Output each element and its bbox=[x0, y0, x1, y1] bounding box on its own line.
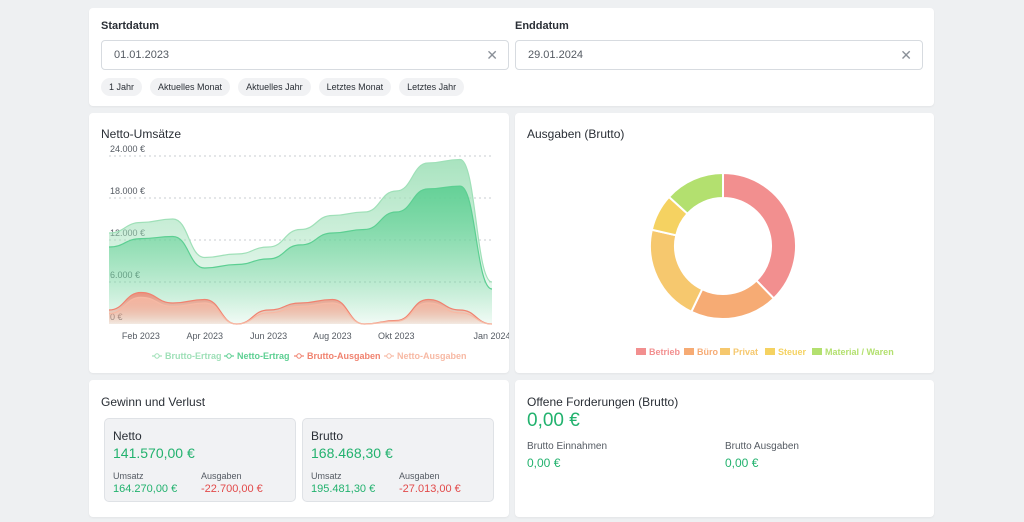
legend-item-steuer[interactable]: Steuer bbox=[765, 347, 807, 357]
legend-item-b-ro[interactable]: Büro bbox=[684, 347, 718, 357]
area-netto-ausgaben bbox=[109, 297, 492, 324]
brutto-ausgaben-label: Ausgaben bbox=[399, 471, 440, 481]
legend-label: Steuer bbox=[778, 347, 807, 357]
end-date-value[interactable]: 29.01.2024 bbox=[528, 49, 584, 61]
brutto-label: Brutto bbox=[311, 429, 344, 443]
y-tick-label: 24.000 € bbox=[110, 145, 145, 154]
legend-label: Netto-Ertrag bbox=[237, 351, 290, 361]
legend-item-brutto-ausgaben[interactable]: Brutto-Ausgaben bbox=[294, 351, 381, 361]
x-tick-label: Aug 2023 bbox=[313, 331, 352, 341]
slice-b-ro[interactable] bbox=[689, 279, 776, 320]
legend-label: Material / Waren bbox=[825, 347, 894, 357]
legend-item-betrieb[interactable]: Betrieb bbox=[636, 347, 681, 357]
start-date-value[interactable]: 01.01.2023 bbox=[114, 49, 170, 61]
line-brutto-ausgaben bbox=[108, 291, 493, 325]
chip-1-jahr[interactable]: 1 Jahr bbox=[101, 78, 143, 96]
start-date-input[interactable]: 01.01.2023 ✕ bbox=[101, 40, 509, 70]
netto-ausgaben-value: -22.700,00 € bbox=[201, 483, 263, 495]
area-netto-ertrag bbox=[109, 186, 492, 324]
chip-letztes-monat[interactable]: Letztes Monat bbox=[318, 78, 392, 96]
chip-letztes-jahr[interactable]: Letztes Jahr bbox=[399, 78, 465, 96]
brutto-summary: Brutto 168.468,30 € Umsatz 195.481,30 € … bbox=[302, 418, 494, 502]
brutto-ausgaben-value: -27.013,00 € bbox=[399, 483, 461, 495]
line-netto-ertrag bbox=[108, 185, 493, 290]
end-date-label: Enddatum bbox=[515, 20, 569, 32]
line-netto-ausgaben bbox=[108, 296, 493, 325]
slice-material-waren[interactable] bbox=[667, 171, 724, 216]
slice-betrieb[interactable] bbox=[722, 171, 797, 300]
legend-item-netto-ausgaben[interactable]: Netto-Ausgaben bbox=[384, 351, 467, 361]
brutto-amount: 168.468,30 € bbox=[311, 445, 393, 461]
quick-range-chips: 1 Jahr Aktuelles Monat Aktuelles Jahr Le… bbox=[101, 78, 465, 96]
netto-umsatz-value: 164.270,00 € bbox=[113, 483, 178, 495]
legend-label: Büro bbox=[697, 347, 718, 357]
netto-summary: Netto 141.570,00 € Umsatz 164.270,00 € A… bbox=[104, 418, 296, 502]
netto-umsaetze-title: Netto-Umsätze bbox=[101, 127, 182, 141]
ausgaben-card bbox=[515, 113, 934, 373]
chip-aktuelles-monat[interactable]: Aktuelles Monat bbox=[150, 78, 231, 96]
start-date-label: Startdatum bbox=[101, 20, 160, 32]
legend-item-netto-ertrag[interactable]: Netto-Ertrag bbox=[224, 351, 290, 361]
legend-item-privat[interactable]: Privat bbox=[720, 347, 758, 357]
clear-end-date-icon[interactable]: ✕ bbox=[900, 47, 912, 63]
slice-privat[interactable] bbox=[649, 228, 704, 314]
offene-forderungen-title: Offene Forderungen (Brutto) bbox=[527, 395, 679, 409]
legend-label: Brutto-Ertrag bbox=[165, 351, 222, 361]
y-tick-label: 18.000 € bbox=[110, 186, 145, 196]
brutto-einnahmen-label: Brutto Einnahmen bbox=[527, 441, 608, 452]
legend-item-material-waren[interactable]: Material / Waren bbox=[812, 347, 894, 357]
legend-label: Netto-Ausgaben bbox=[397, 351, 467, 361]
x-tick-label: Jun 2023 bbox=[250, 331, 287, 341]
x-tick-label: Jan 2024 bbox=[473, 331, 509, 341]
end-date-input[interactable]: 29.01.2024 ✕ bbox=[515, 40, 923, 70]
netto-umsatz-label: Umsatz bbox=[113, 471, 144, 481]
ausgaben-title: Ausgaben (Brutto) bbox=[527, 127, 625, 141]
offene-forderungen-amount: 0,00 € bbox=[527, 410, 580, 431]
x-tick-label: Okt 2023 bbox=[378, 331, 415, 341]
gewinn-verlust-title: Gewinn und Verlust bbox=[101, 395, 206, 409]
netto-umsaetze-chart: 0 €6.000 €12.000 €18.000 €24.000 €Feb 20… bbox=[108, 145, 509, 361]
legend-label: Betrieb bbox=[649, 347, 681, 357]
brutto-ausgaben-value: 0,00 € bbox=[725, 456, 759, 470]
brutto-umsatz-label: Umsatz bbox=[311, 471, 342, 481]
chip-aktuelles-jahr[interactable]: Aktuelles Jahr bbox=[238, 78, 311, 96]
brutto-ausgaben-label: Brutto Ausgaben bbox=[725, 441, 799, 452]
brutto-umsatz-value: 195.481,30 € bbox=[311, 483, 376, 495]
netto-label: Netto bbox=[113, 429, 142, 443]
x-tick-label: Feb 2023 bbox=[122, 331, 160, 341]
netto-ausgaben-label: Ausgaben bbox=[201, 471, 242, 481]
offene-forderungen-card bbox=[515, 380, 934, 517]
ausgaben-donut-chart: Betrieb Büro Privat Steuer Material / Waren bbox=[636, 171, 894, 357]
legend-label: Privat bbox=[733, 347, 758, 357]
legend-label: Brutto-Ausgaben bbox=[307, 351, 381, 361]
x-tick-label: Apr 2023 bbox=[186, 331, 223, 341]
line-brutto-ertrag bbox=[108, 158, 493, 283]
clear-start-date-icon[interactable]: ✕ bbox=[486, 47, 498, 63]
legend-item-brutto-ertrag[interactable]: Brutto-Ertrag bbox=[152, 351, 222, 361]
netto-amount: 141.570,00 € bbox=[113, 445, 195, 461]
brutto-einnahmen-value: 0,00 € bbox=[527, 456, 561, 470]
